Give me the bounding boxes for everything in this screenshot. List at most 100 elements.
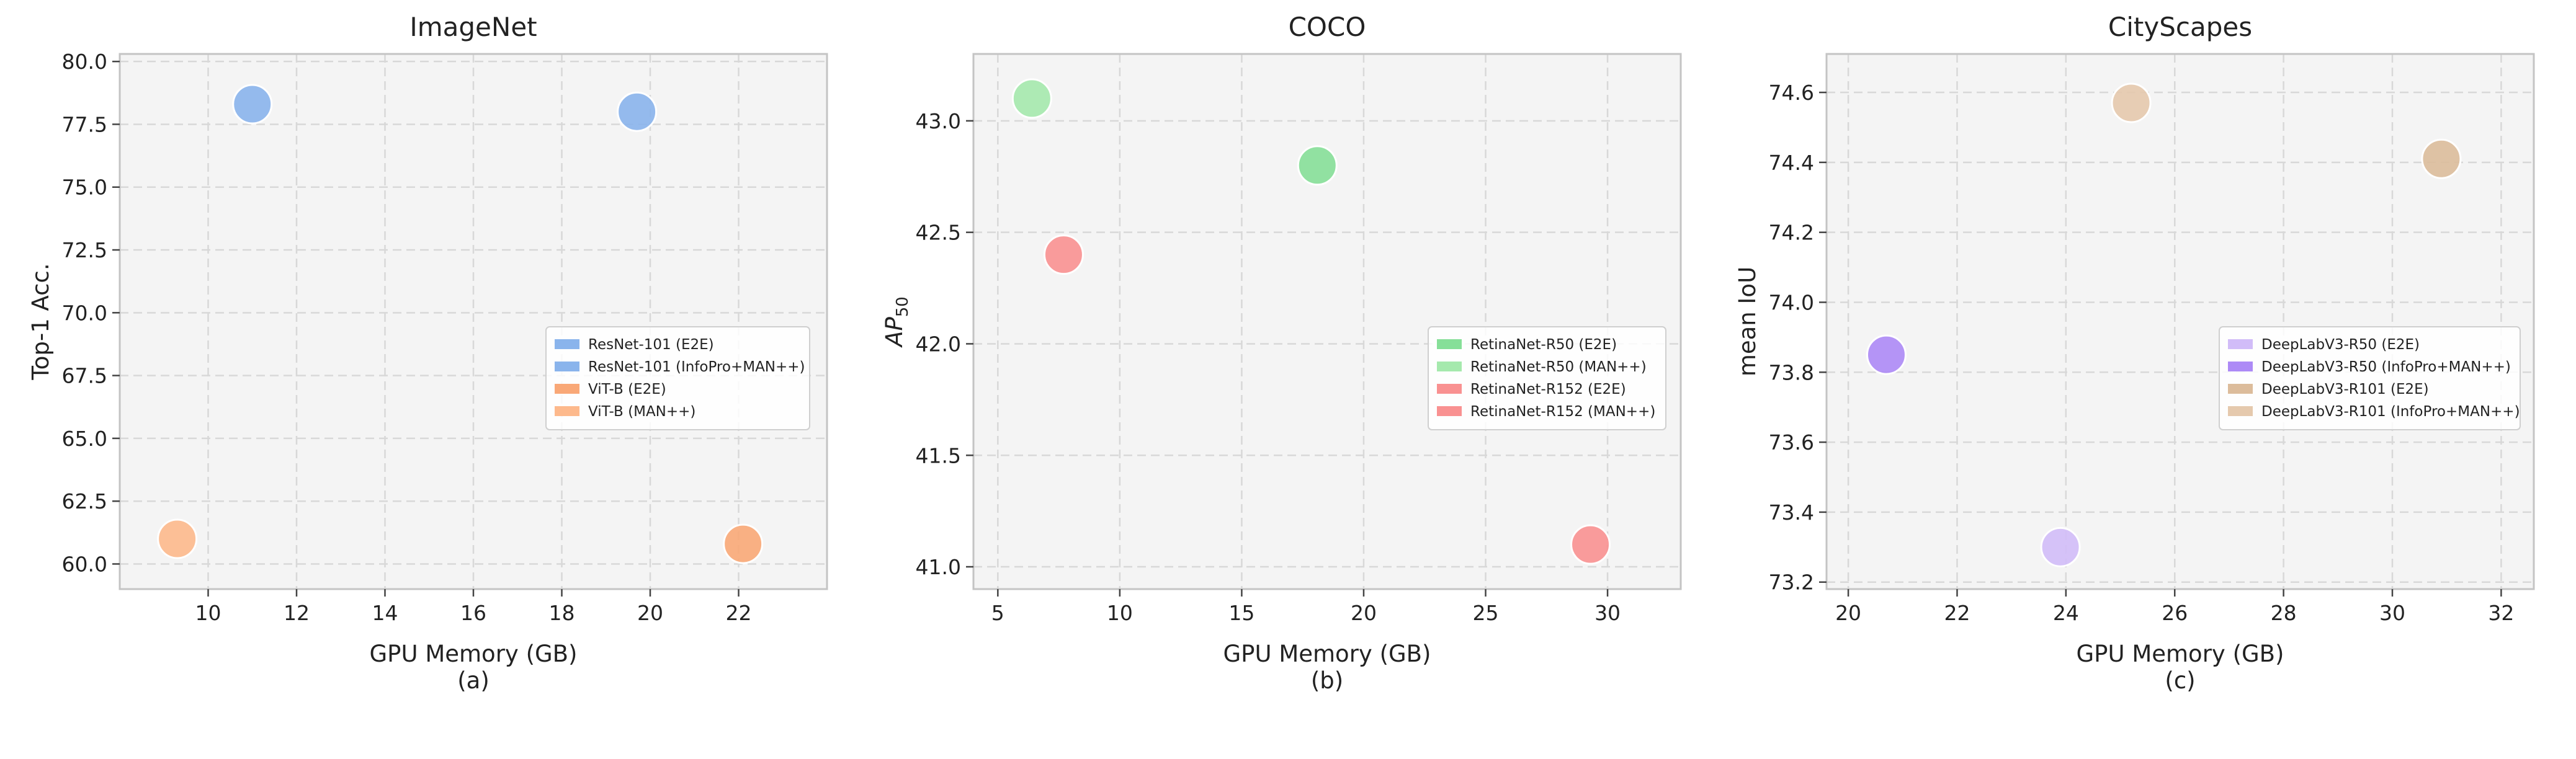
y-tick-label: 43.0 — [916, 109, 961, 133]
x-tick-label: 15 — [1228, 601, 1254, 625]
y-axis-label: Top-1 Acc. — [27, 263, 54, 380]
legend-box — [1428, 326, 1666, 430]
legend-label: RetinaNet-R152 (E2E) — [1470, 381, 1626, 397]
legend-swatch — [1437, 384, 1462, 394]
y-tick-label: 42.5 — [916, 221, 961, 245]
y-tick-label: 73.8 — [1769, 360, 1814, 384]
data-point — [2040, 526, 2081, 567]
panel-sublabel: (b) — [1311, 667, 1343, 694]
y-tick-label: 74.4 — [1769, 151, 1814, 175]
y-tick-label: 73.4 — [1769, 500, 1814, 525]
axes-frame — [972, 53, 1682, 590]
panel-sublabel: (a) — [457, 667, 490, 694]
x-tick-label: 14 — [372, 601, 398, 625]
legend-box — [2219, 326, 2521, 430]
x-tick-label: 26 — [2162, 601, 2188, 625]
chart-title: CityScapes — [2108, 12, 2252, 42]
x-tick-label: 18 — [549, 601, 575, 625]
legend-swatch — [1437, 339, 1462, 349]
x-tick-label: 10 — [1107, 601, 1133, 625]
chart-panel-3: 20 22 24 26 28 30 32 73.2 73.4 73.6 73.8 74.0 74.2 74… — [1734, 12, 2535, 694]
legend: ResNet-101 (E2E) ResNet-101 (InfoPro+MAN+… — [545, 326, 810, 430]
legend-label: DeepLabV3-R101 (InfoPro+MAN++) — [2261, 404, 2520, 420]
y-tick-label: 65.0 — [62, 427, 107, 451]
x-tick-label: 32 — [2488, 601, 2514, 625]
legend-label: ViT-B (MAN++) — [588, 404, 695, 420]
y-tick-label: 74.0 — [1769, 290, 1814, 314]
y-tick-label: 72.5 — [62, 238, 107, 262]
y-tick-label: 67.5 — [62, 364, 107, 388]
legend-swatch — [2228, 384, 2253, 394]
legend-swatch — [2228, 362, 2253, 371]
legend-box — [545, 326, 810, 430]
legend: DeepLabV3-R50 (E2E) DeepLabV3-R50 (InfoPr… — [2219, 326, 2521, 430]
legend-label: DeepLabV3-R50 (InfoPro+MAN++) — [2261, 359, 2511, 375]
y-tick-label: 70.0 — [62, 301, 107, 325]
legend-swatch — [555, 362, 579, 371]
legend-label: RetinaNet-R50 (MAN++) — [1470, 359, 1647, 375]
legend: RetinaNet-R50 (E2E) RetinaNet-R50 (MAN++)… — [1428, 326, 1666, 430]
legend-swatch — [1437, 406, 1462, 416]
y-tick-label: 41.0 — [916, 555, 961, 579]
x-tick-label: 22 — [1944, 601, 1970, 625]
y-tick-label: 77.5 — [62, 112, 107, 136]
y-axis-label: mean IoU — [1734, 267, 1761, 376]
legend-swatch — [1437, 362, 1462, 371]
data-point — [1043, 234, 1084, 275]
x-tick-label: 30 — [2379, 601, 2405, 625]
data-point — [1570, 524, 1611, 565]
legend-label: DeepLabV3-R101 (E2E) — [2261, 381, 2429, 397]
legend-label: DeepLabV3-R50 (E2E) — [2261, 337, 2420, 353]
x-tick-label: 22 — [726, 601, 752, 625]
axes-frame — [1825, 53, 2535, 590]
y-axis-label: AP50 — [881, 296, 912, 348]
data-point — [2421, 138, 2462, 179]
legend-label: ViT-B (E2E) — [588, 381, 666, 397]
legend-swatch — [2228, 339, 2253, 349]
legend-label: RetinaNet-R152 (MAN++) — [1470, 404, 1655, 420]
x-tick-label: 25 — [1473, 601, 1499, 625]
x-tick-label: 12 — [284, 601, 310, 625]
data-point — [232, 84, 273, 125]
x-tick-label: 20 — [637, 601, 663, 625]
y-axis-label-main: AP — [881, 317, 908, 348]
x-axis-label: GPU Memory (GB) — [370, 641, 578, 667]
panel-sublabel: (c) — [2165, 667, 2195, 694]
y-tick-label: 73.6 — [1769, 430, 1814, 455]
x-axis-label: GPU Memory (GB) — [2077, 641, 2284, 667]
x-tick-label: 20 — [1351, 601, 1377, 625]
y-axis-label-subscript: 50 — [893, 296, 912, 317]
y-tick-label: 60.0 — [62, 552, 107, 576]
y-tick-label: 75.0 — [62, 175, 107, 200]
data-point — [1297, 145, 1338, 186]
y-tick-label: 62.5 — [62, 489, 107, 513]
y-tick-label: 41.5 — [916, 443, 961, 468]
data-point — [1011, 78, 1052, 119]
x-tick-label: 16 — [460, 601, 486, 625]
chart-title: ImageNet — [409, 12, 537, 42]
legend-swatch — [555, 384, 579, 394]
data-point — [2111, 82, 2152, 123]
legend-label: ResNet-101 (E2E) — [588, 337, 714, 353]
x-tick-label: 28 — [2271, 601, 2297, 625]
chart-panel-2: 5 10 15 20 25 30 41.0 41.5 42.0 42.5 43.0 COCO GPU M… — [881, 12, 1682, 694]
legend-label: ResNet-101 (InfoPro+MAN++) — [588, 359, 805, 375]
x-tick-label: 30 — [1594, 601, 1621, 625]
legend-swatch — [2228, 406, 2253, 416]
x-tick-label: 20 — [1835, 601, 1861, 625]
x-tick-label: 10 — [195, 601, 221, 625]
x-tick-label: 5 — [991, 601, 1004, 625]
x-axis-label: GPU Memory (GB) — [1223, 641, 1431, 667]
data-point — [157, 518, 198, 559]
y-tick-label: 74.2 — [1769, 221, 1814, 245]
legend-swatch — [555, 339, 579, 349]
y-tick-label: 42.0 — [916, 332, 961, 356]
legend-label: RetinaNet-R50 (E2E) — [1470, 337, 1617, 353]
data-point — [723, 523, 764, 564]
x-tick-label: 24 — [2053, 601, 2079, 625]
data-point — [617, 91, 658, 132]
y-tick-label: 80.0 — [62, 50, 107, 74]
legend-swatch — [555, 406, 579, 416]
plot-area — [1827, 54, 2534, 589]
